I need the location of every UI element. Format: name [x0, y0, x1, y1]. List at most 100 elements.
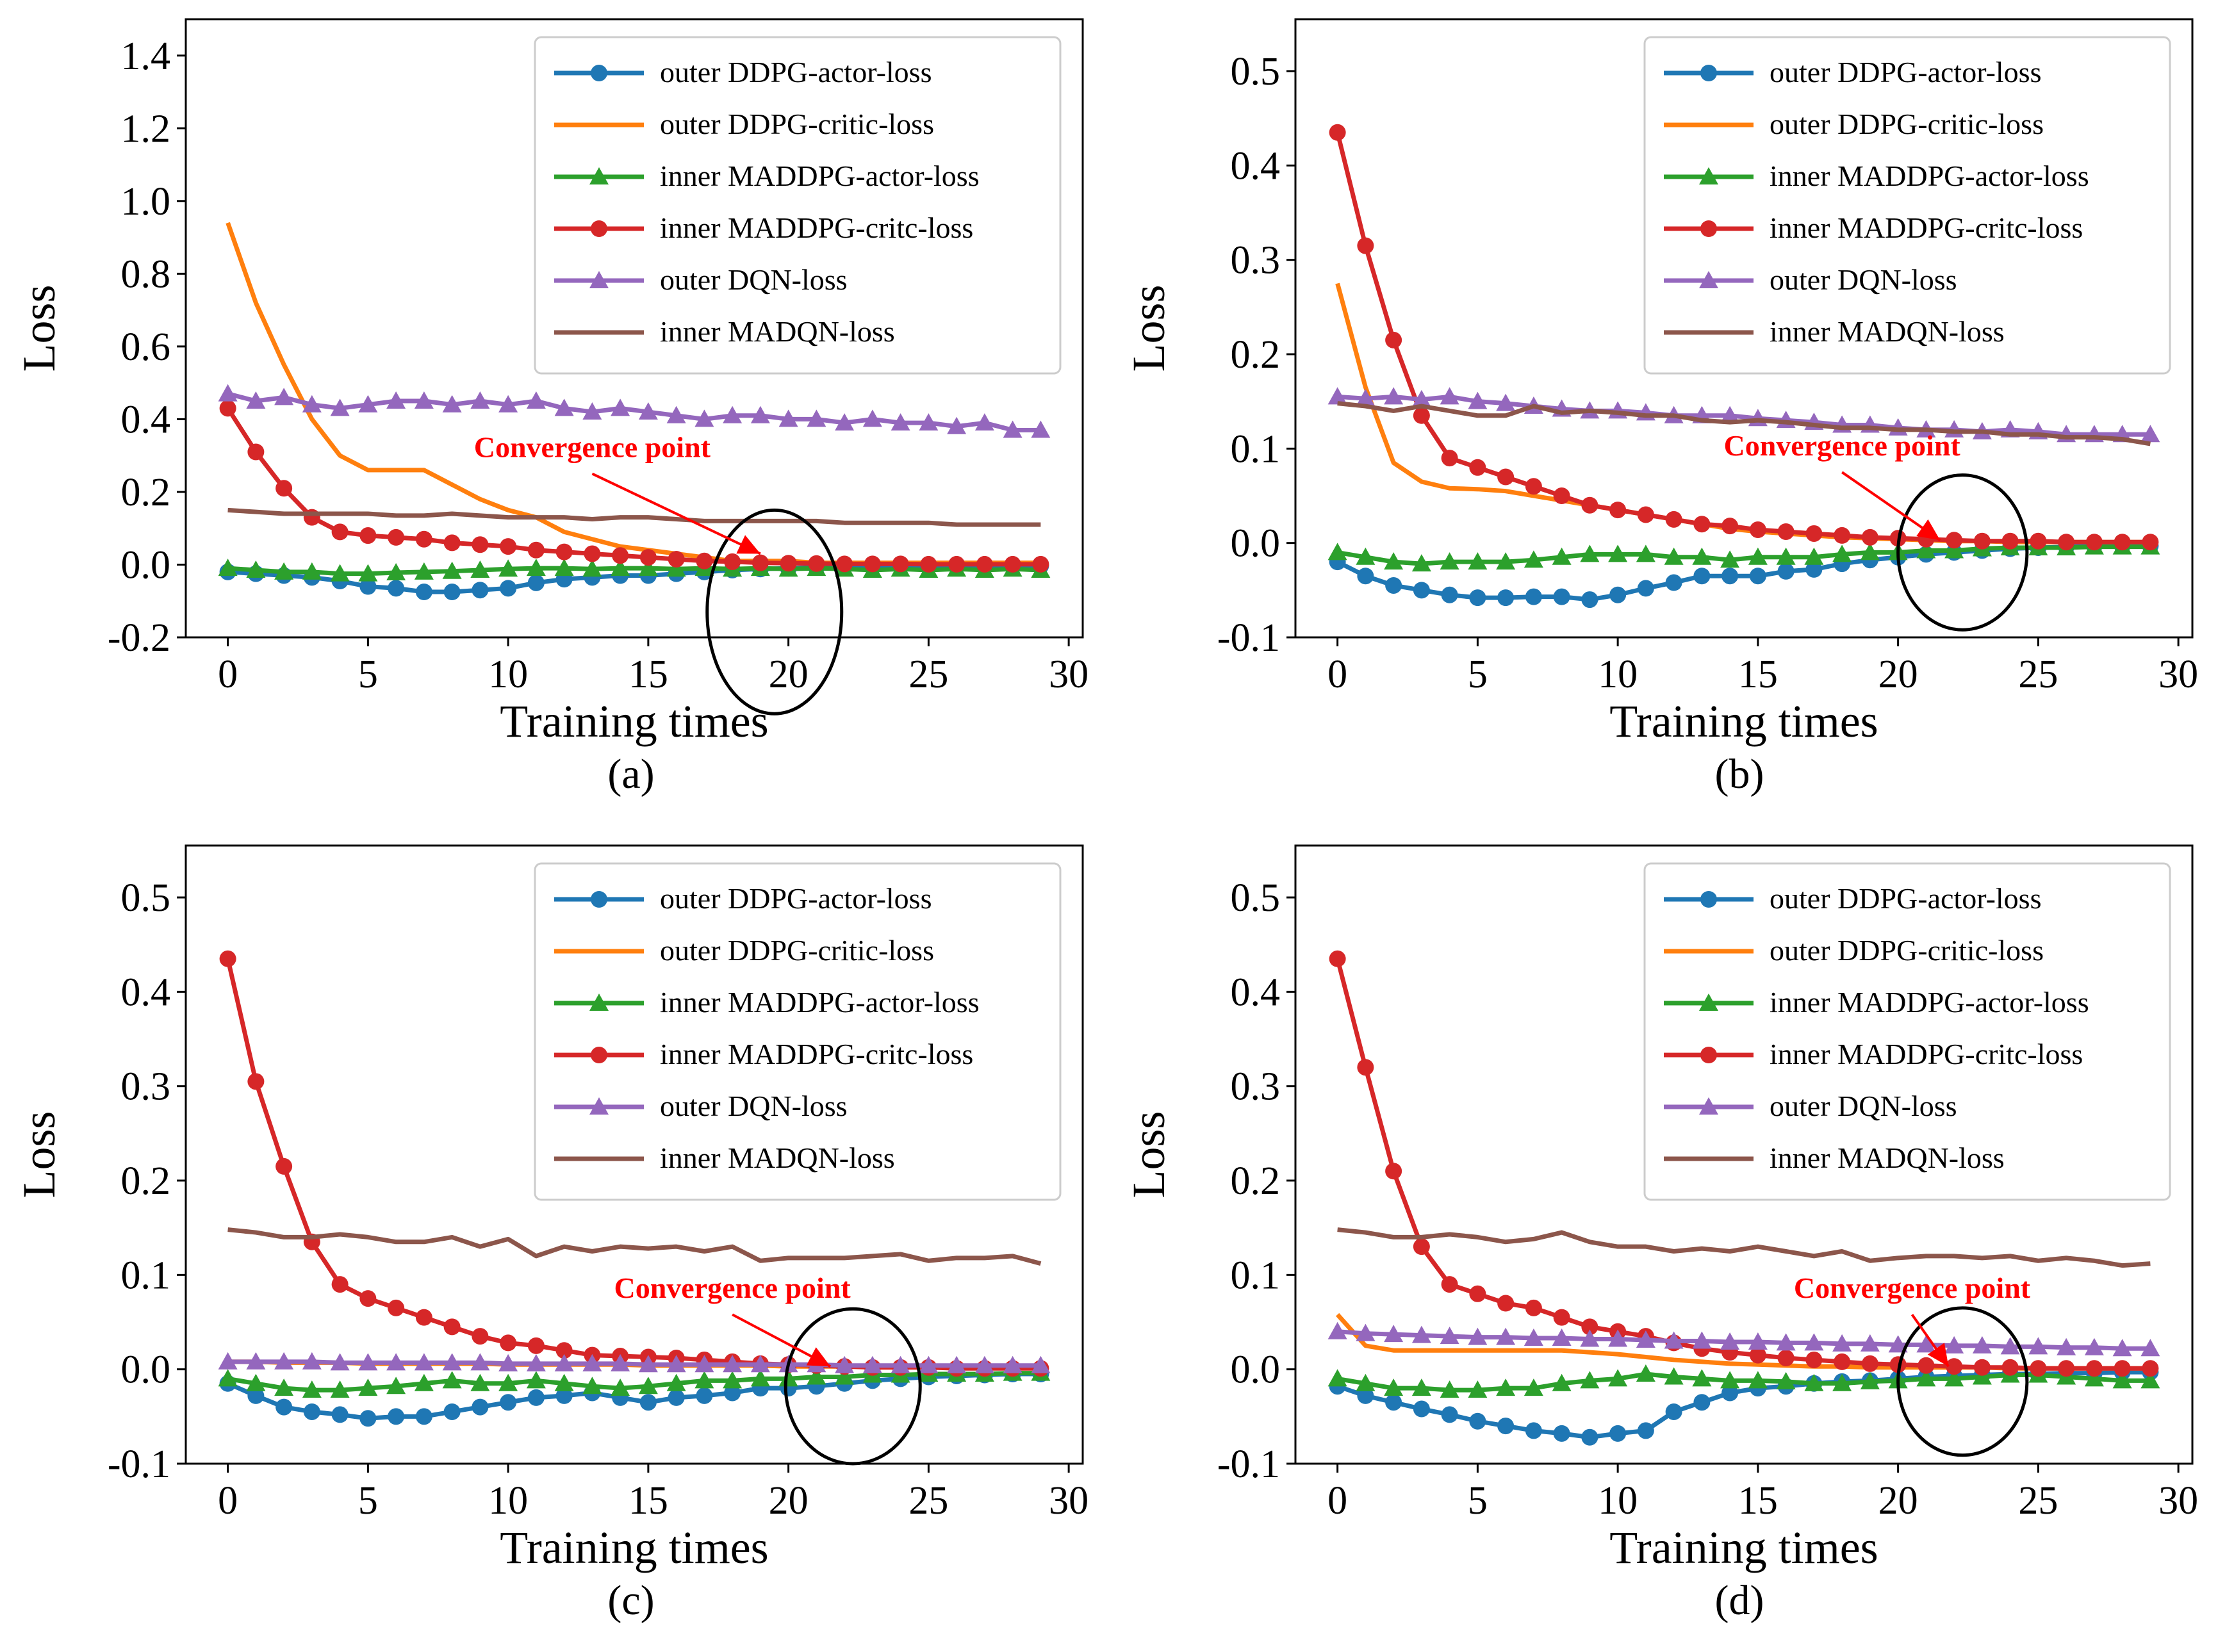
- data-point: [358, 1353, 378, 1371]
- x-tick-label: 5: [358, 1479, 378, 1523]
- data-point: [1972, 1336, 1992, 1353]
- convergence-label: Convergence point: [474, 431, 711, 464]
- data-point: [1440, 1327, 1459, 1345]
- data-point: [611, 1353, 630, 1371]
- data-point: [555, 1387, 573, 1404]
- data-point: [1469, 459, 1486, 476]
- data-point: [1357, 568, 1374, 585]
- data-point: [582, 1377, 602, 1394]
- data-point: [1553, 1309, 1570, 1326]
- data-point: [1749, 521, 1766, 539]
- data-point: [526, 1371, 546, 1389]
- data-point: [1776, 1333, 1796, 1351]
- data-point: [414, 1353, 434, 1371]
- y-axis-label: Loss: [13, 284, 65, 372]
- x-tick-label: 20: [769, 653, 809, 696]
- data-point: [891, 413, 910, 431]
- convergence-arrowhead: [1916, 519, 1941, 541]
- data-point: [1637, 506, 1654, 523]
- data-point: [1497, 589, 1515, 607]
- data-point: [584, 545, 601, 562]
- data-point: [1777, 1349, 1795, 1366]
- legend-marker: [1699, 994, 1718, 1011]
- data-point: [330, 1353, 350, 1371]
- data-point: [638, 1377, 658, 1394]
- data-point: [1916, 1335, 1936, 1353]
- data-point: [218, 1352, 238, 1370]
- legend-item: outer DDPG-actor-loss: [554, 882, 932, 915]
- y-tick-label: -0.2: [108, 616, 170, 660]
- data-point: [386, 1353, 406, 1371]
- data-point: [274, 1352, 294, 1370]
- data-point: [920, 555, 937, 573]
- legend-label: inner MADDPG-actor-loss: [1770, 159, 2089, 192]
- data-point: [415, 1408, 432, 1425]
- x-tick-label: 20: [1878, 653, 1918, 696]
- data-point: [807, 1367, 826, 1385]
- data-point: [470, 1353, 490, 1371]
- data-point: [246, 1352, 266, 1370]
- legend-marker: [589, 271, 609, 288]
- data-point: [218, 559, 238, 577]
- data-point: [247, 1073, 265, 1090]
- data-point: [218, 1369, 238, 1387]
- y-tick-label: 0.0: [1231, 1348, 1281, 1392]
- legend-item: outer DDPG-critic-loss: [1664, 934, 2044, 967]
- data-point: [1329, 124, 1346, 141]
- data-point: [1832, 1334, 1852, 1352]
- legend-label: inner MADQN-loss: [1770, 315, 2005, 348]
- x-tick-label: 0: [218, 1479, 238, 1523]
- data-point: [696, 552, 713, 569]
- data-point: [1581, 496, 1598, 514]
- legend: outer DDPG-actor-loss outer DDPG-critic-l…: [1643, 36, 2171, 375]
- data-point: [1805, 525, 1823, 542]
- data-point: [638, 559, 658, 577]
- data-point: [1888, 1335, 1908, 1353]
- data-point: [1776, 547, 1796, 565]
- convergence-arrowhead: [736, 535, 760, 554]
- legend-item: outer DDPG-critic-loss: [554, 934, 934, 967]
- series-line-inner-madqn-loss: [1337, 401, 2151, 446]
- x-tick-label: 10: [488, 1479, 528, 1523]
- data-point: [1973, 532, 1991, 550]
- data-point: [274, 388, 294, 405]
- data-point: [639, 549, 657, 566]
- panel-caption: (b): [1715, 751, 1764, 797]
- data-point: [808, 555, 825, 572]
- data-point: [388, 528, 405, 546]
- data-point: [331, 523, 349, 541]
- data-point: [668, 1389, 685, 1406]
- data-point: [442, 395, 462, 413]
- data-point: [750, 1355, 770, 1373]
- data-point: [526, 391, 546, 409]
- data-point: [1441, 450, 1458, 467]
- x-tick-label: 15: [628, 653, 668, 696]
- legend-marker: [1700, 891, 1717, 908]
- legend-label: outer DDPG-critic-loss: [1770, 108, 2044, 140]
- data-point: [864, 555, 881, 573]
- data-point: [750, 1369, 770, 1387]
- data-point: [1777, 523, 1795, 540]
- y-tick-label: 0.3: [1231, 239, 1281, 282]
- legend-label: outer DDPG-actor-loss: [660, 56, 932, 88]
- data-point: [1720, 1332, 1740, 1350]
- data-point: [1944, 541, 1964, 559]
- data-point: [1580, 1371, 1600, 1389]
- y-tick-label: 0.4: [121, 970, 171, 1014]
- series-line-inner-madqn-loss: [1337, 1227, 2151, 1268]
- data-point: [1441, 1406, 1458, 1423]
- data-point: [554, 559, 574, 577]
- data-point: [500, 580, 517, 597]
- x-tick-label: 25: [2018, 1479, 2058, 1523]
- data-point: [275, 1157, 293, 1175]
- data-point: [359, 527, 377, 544]
- data-point: [611, 1378, 630, 1396]
- data-point: [554, 1373, 574, 1391]
- data-point: [1411, 1325, 1431, 1343]
- x-tick-label: 30: [1049, 1479, 1088, 1523]
- y-tick-label: 0.3: [121, 1065, 171, 1109]
- data-point: [1329, 950, 1346, 967]
- data-point: [750, 405, 770, 423]
- data-point: [554, 398, 574, 416]
- data-point: [778, 1369, 798, 1387]
